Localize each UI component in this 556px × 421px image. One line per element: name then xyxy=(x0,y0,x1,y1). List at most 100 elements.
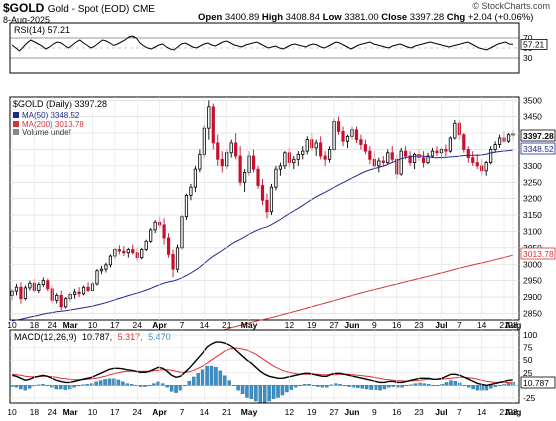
macd-tick-labels: 1007550250-25 xyxy=(523,330,537,403)
macd-hist-bar xyxy=(192,376,196,386)
candle-body xyxy=(265,199,269,213)
candle-body xyxy=(453,122,457,139)
price-tick-3000: 3000 xyxy=(523,259,542,269)
macd-hist-bar xyxy=(36,384,41,386)
candle-body xyxy=(193,168,198,188)
macd-hist-bar xyxy=(462,385,466,387)
x-mid-label-28: 28 xyxy=(508,320,518,330)
x-mid-label-Aug: Aug xyxy=(505,320,522,330)
macd-hist-bar xyxy=(351,385,356,388)
candle-body xyxy=(260,185,265,201)
candle-body xyxy=(55,295,59,301)
candle-body xyxy=(153,221,157,231)
x-bot-label-Jun: Jun xyxy=(344,407,359,417)
rsi-tick-30: 30 xyxy=(523,53,533,63)
candle-body xyxy=(189,186,193,196)
macd-hist-bar xyxy=(59,385,63,390)
candle-body xyxy=(319,142,323,157)
macd-hist-bar xyxy=(311,385,316,387)
macd-hist-bar xyxy=(41,384,45,386)
price-tick-3500: 3500 xyxy=(523,95,542,105)
macd-hist-bar xyxy=(440,384,444,386)
x-mid-label-7: 7 xyxy=(180,320,185,330)
macd-histogram xyxy=(10,365,515,403)
candle-body xyxy=(73,291,77,295)
macd-legend-prefix: MACD(12,26,9) xyxy=(14,332,77,342)
x-bot-label-Aug: Aug xyxy=(505,407,522,417)
macd-tick-25: 25 xyxy=(523,368,533,378)
candle-body xyxy=(104,264,108,270)
macd-tick-75: 75 xyxy=(523,343,533,353)
x-bot-label-Apr: Apr xyxy=(152,407,167,417)
candle-body xyxy=(41,280,45,285)
x-mid-label-9: 9 xyxy=(372,320,377,330)
macd-hist-bar xyxy=(205,365,209,386)
rsi-tick-70: 70 xyxy=(523,33,533,43)
candle-body xyxy=(162,224,166,239)
price-tick-2850: 2850 xyxy=(523,308,542,318)
macd-badge-text: 10.787 xyxy=(523,378,549,388)
candle-body xyxy=(435,150,439,154)
macd-hist-bar xyxy=(262,385,267,403)
x-bot-label-24: 24 xyxy=(133,407,143,417)
macd-hist-bar xyxy=(254,385,258,402)
macd-hist-bar xyxy=(19,385,23,390)
macd-hist-bar xyxy=(497,385,502,387)
candle-body xyxy=(399,150,403,175)
x-mid-label-12: 12 xyxy=(285,320,295,330)
macd-hist-bar xyxy=(489,385,493,389)
candle-body xyxy=(305,139,309,152)
macd-hist-bar xyxy=(209,365,214,386)
price-tick-3200: 3200 xyxy=(523,194,542,204)
rsi-legend: RSI(14) 57.21 xyxy=(14,25,70,35)
macd-hist-bar xyxy=(382,385,387,390)
x-mid-label-Apr: Apr xyxy=(152,320,167,330)
x-mid-label-19: 19 xyxy=(307,320,317,330)
macd-hist-bar xyxy=(444,382,449,386)
macd-hist-bar xyxy=(294,385,298,388)
x-mid-label-Mar: Mar xyxy=(63,320,79,330)
macd-hist-bar xyxy=(116,379,121,386)
x-bot-label-21: 21 xyxy=(499,407,509,417)
candle-body xyxy=(497,137,502,145)
x-mid-label-Jun: Jun xyxy=(344,320,359,330)
price-tick-3250: 3250 xyxy=(523,177,542,187)
candle-body xyxy=(126,249,130,254)
close-badge-text: 3397.28 xyxy=(523,131,554,141)
close-badge xyxy=(520,129,556,142)
macd-hist-bar xyxy=(81,384,85,386)
macd-hist-bar xyxy=(138,385,143,387)
macd-hist-bar xyxy=(98,380,103,386)
candle-body xyxy=(283,152,287,167)
macd-hist-bar xyxy=(107,378,112,386)
x-bot-label-Jul: Jul xyxy=(435,407,447,417)
macd-hist-bar xyxy=(449,380,453,386)
macd-hist-bar xyxy=(307,384,311,386)
candle-body xyxy=(59,295,63,308)
macd-hist-bar xyxy=(395,385,400,388)
macd-hist-bar xyxy=(231,385,236,387)
x-bot-label-19: 19 xyxy=(307,407,317,417)
close-value: 3397.28 xyxy=(409,12,445,23)
candle-body xyxy=(408,155,412,163)
price-badges: 3397.28 3348.52 3013.78 xyxy=(520,129,556,260)
candle-body xyxy=(475,162,479,167)
candle-body xyxy=(220,158,224,167)
candle-body xyxy=(412,153,417,163)
macd-hist-bar xyxy=(76,385,81,387)
x-mid-label-10: 10 xyxy=(88,320,98,330)
price-tick-2900: 2900 xyxy=(523,292,542,302)
macd-hist-bar xyxy=(160,383,165,386)
macd-hist-bar xyxy=(45,385,50,387)
candle-body xyxy=(493,144,497,150)
candle-body xyxy=(269,186,274,213)
candle-body xyxy=(292,158,296,163)
candle-body xyxy=(234,142,238,157)
macd-hist-bar xyxy=(431,385,435,387)
macd-hist-bar xyxy=(125,383,130,386)
price-tick-labels: 3500345034003350330032503200315031003050… xyxy=(523,95,542,318)
macd-hist-bar xyxy=(325,385,329,388)
macd-hist-bar xyxy=(200,369,205,386)
x-bot-label-14: 14 xyxy=(200,407,210,417)
rsi-line xyxy=(11,35,514,52)
